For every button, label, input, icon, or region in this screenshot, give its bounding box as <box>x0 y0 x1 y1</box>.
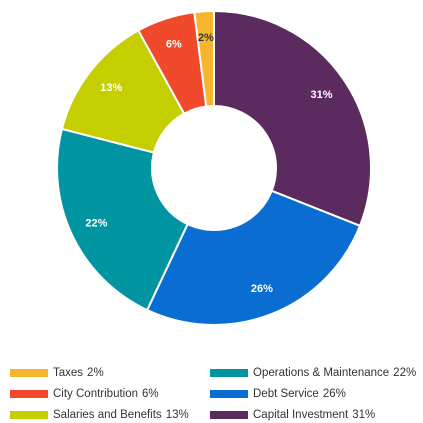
legend-value: 31% <box>352 409 375 421</box>
donut-slice <box>213 9 372 228</box>
legend-label: Operations & Maintenance 22% <box>253 367 416 379</box>
donut-slice <box>145 189 362 326</box>
data-label: 22% <box>85 217 107 229</box>
legend-swatch <box>10 390 48 398</box>
legend-name: Salaries and Benefits <box>53 409 162 421</box>
legend-swatch <box>10 369 48 377</box>
data-label: 26% <box>251 283 273 295</box>
legend-name: Debt Service <box>253 388 319 400</box>
data-label: 6% <box>166 38 182 50</box>
legend-value: 22% <box>393 367 416 379</box>
donut-slice <box>60 29 186 154</box>
legend-value: 6% <box>142 388 159 400</box>
legend-value: 2% <box>87 367 104 379</box>
data-label: 2% <box>198 32 214 44</box>
legend-label: Salaries and Benefits 13% <box>53 409 189 421</box>
legend-swatch <box>10 411 48 419</box>
donut-slice <box>193 9 215 108</box>
legend-swatch <box>210 369 248 377</box>
legend-label: City Contribution 6% <box>53 388 159 400</box>
data-label: 31% <box>311 89 333 101</box>
legend-label: Debt Service 26% <box>253 388 346 400</box>
donut-slice <box>56 127 189 312</box>
legend-label: Capital Investment 31% <box>253 409 375 421</box>
data-label: 13% <box>100 82 122 94</box>
legend-value: 26% <box>323 388 346 400</box>
legend-value: 13% <box>166 409 189 421</box>
legend-label: Taxes 2% <box>53 367 104 379</box>
legend-swatch <box>210 390 248 398</box>
legend-name: City Contribution <box>53 388 138 400</box>
legend-name: Operations & Maintenance <box>253 367 389 379</box>
legend-name: Capital Investment <box>253 409 349 421</box>
legend-swatch <box>210 411 248 419</box>
legend-name: Taxes <box>53 367 83 379</box>
